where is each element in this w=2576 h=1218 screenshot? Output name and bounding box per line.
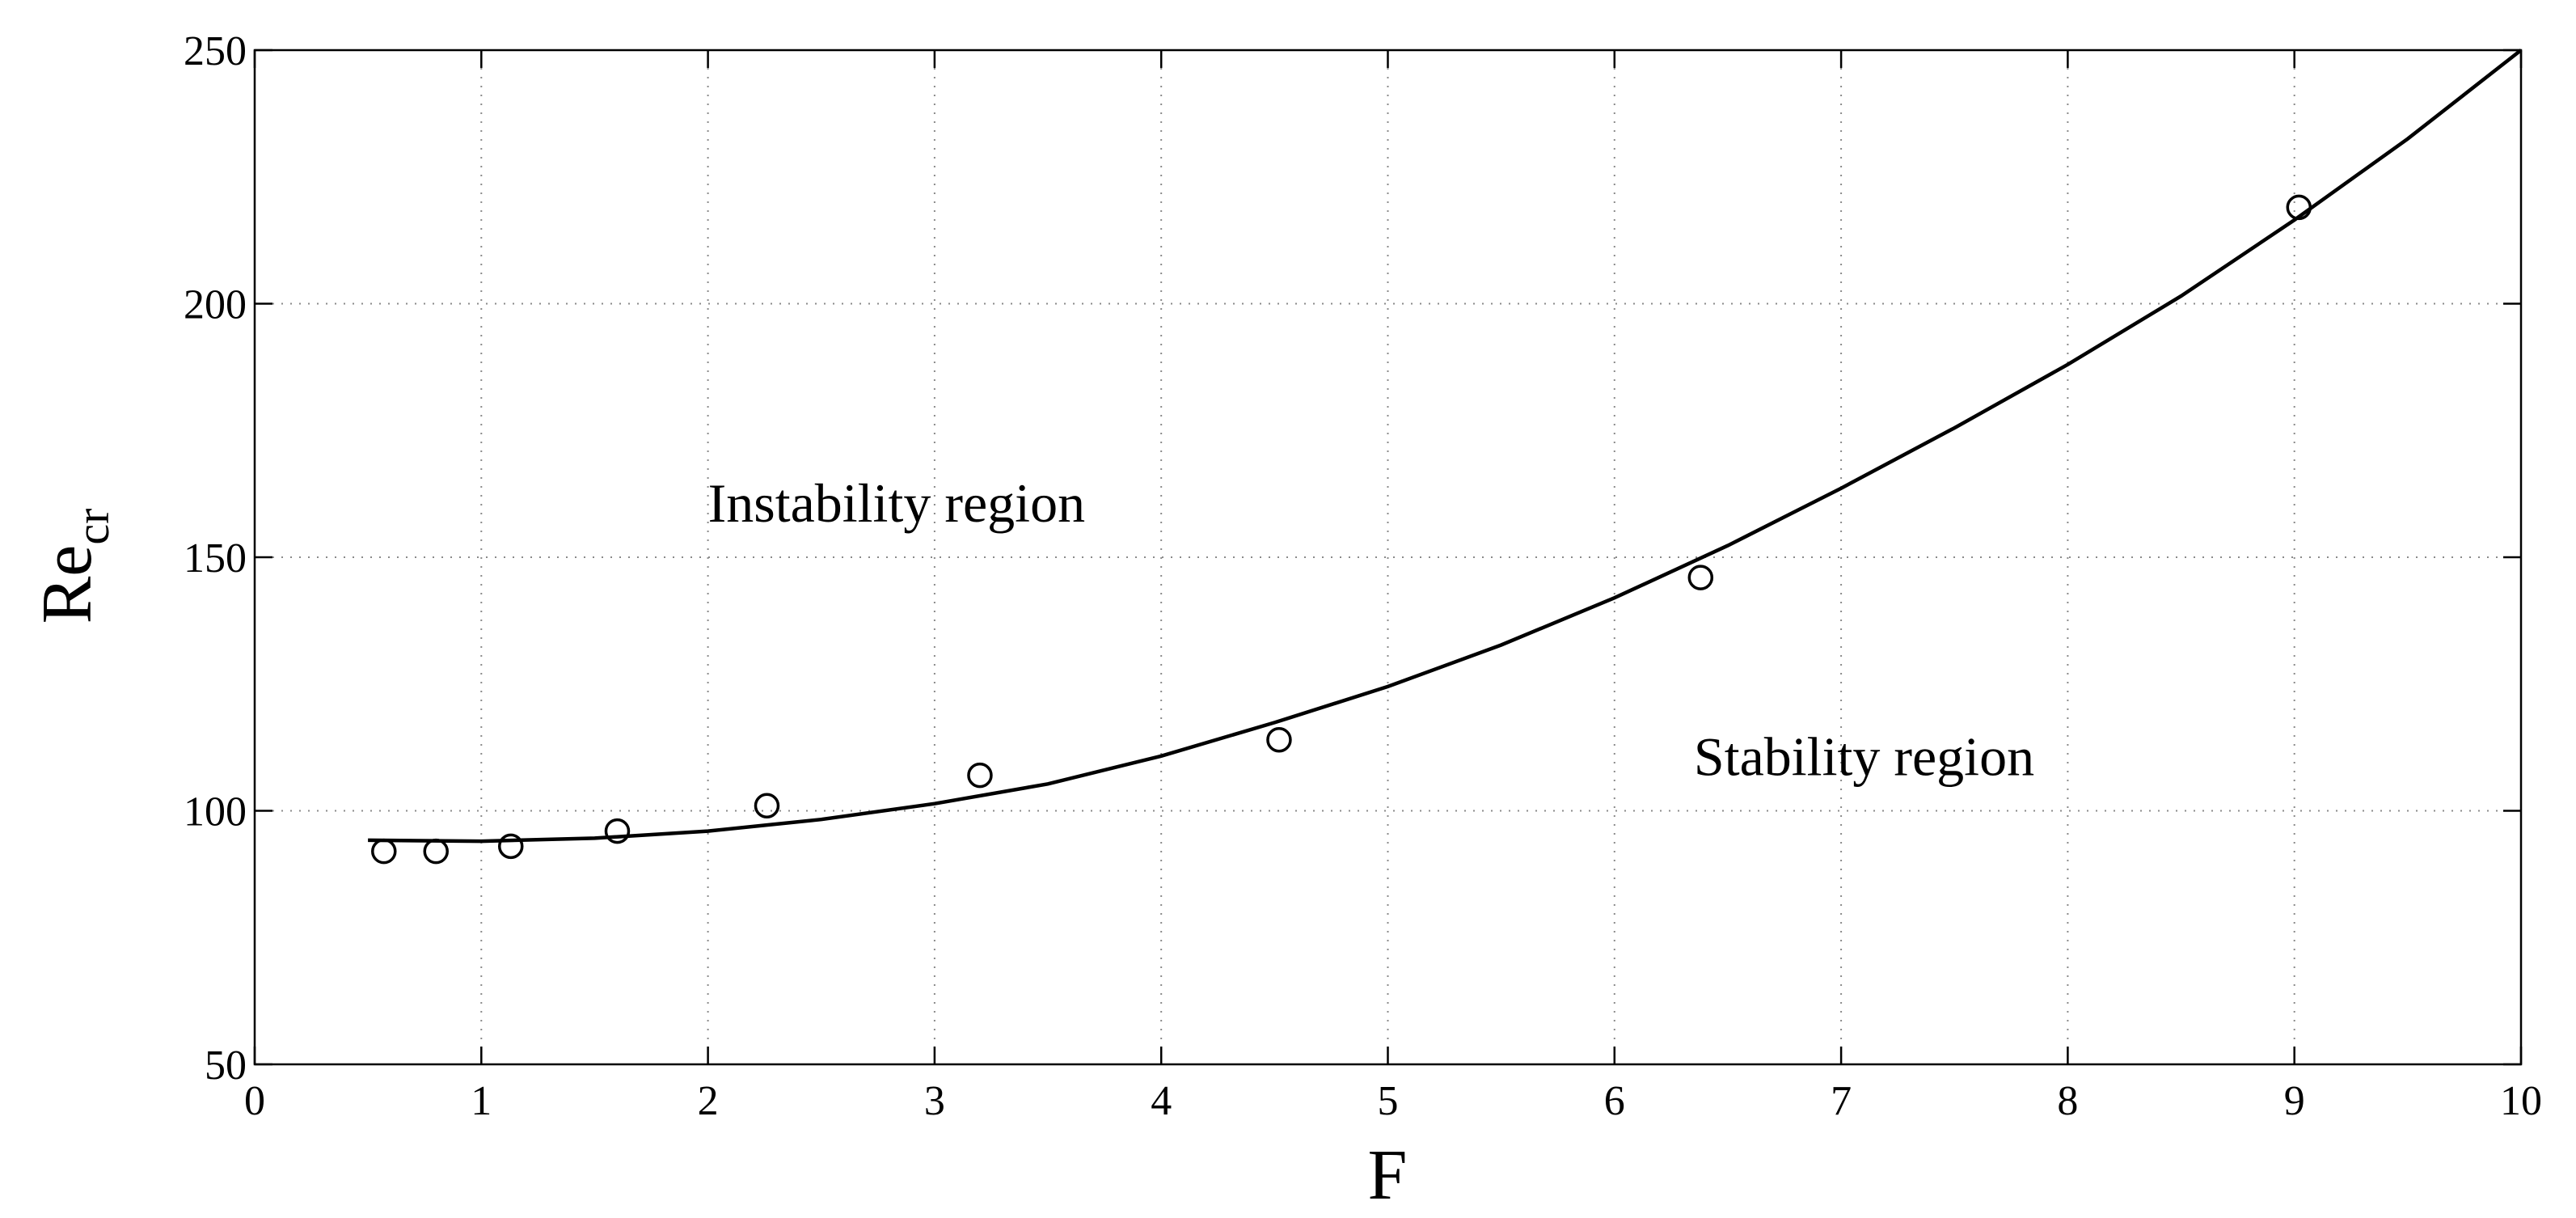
x-tick-label: 5 (1378, 1078, 1399, 1124)
instability-region-label: Instability region (708, 472, 1085, 534)
x-axis-label: F (1368, 1136, 1408, 1215)
x-tick-label: 2 (698, 1078, 719, 1124)
y-tick-label: 100 (184, 789, 247, 835)
x-tick-label: 6 (1604, 1078, 1625, 1124)
y-tick-label: 150 (184, 535, 247, 582)
fit-curve (368, 49, 2523, 844)
x-tick-label: 4 (1151, 1078, 1172, 1124)
tick-labels: 0 1 2 3 4 5 6 7 8 9 10 50 100 150 200 250 (184, 28, 2542, 1124)
y-tick-label: 250 (184, 28, 247, 74)
data-point-marker (1687, 565, 1714, 590)
x-tick-label: 3 (924, 1078, 945, 1124)
x-tick-label: 8 (2057, 1078, 2078, 1124)
y-tick-label: 200 (184, 282, 247, 328)
y-axis-label: Recr (28, 509, 119, 624)
stability-region-label: Stability region (1694, 726, 2034, 788)
data-point-marker (604, 818, 631, 844)
data-point-marker (967, 762, 993, 789)
x-tick-label: 10 (2500, 1078, 2542, 1124)
annotations: Instability region Stability region (708, 472, 2034, 788)
series-layer (368, 49, 2523, 865)
grid (255, 49, 2521, 1064)
y-tick-label: 50 (205, 1042, 247, 1089)
x-tick-label: 9 (2284, 1078, 2305, 1124)
x-tick-label: 0 (244, 1078, 265, 1124)
data-point-marker (497, 833, 524, 860)
x-tick-label: 7 (1831, 1078, 1852, 1124)
data-point-marker (1266, 726, 1292, 753)
y-axis-label-main: Re (28, 545, 107, 624)
x-tick-label: 1 (471, 1078, 492, 1124)
y-axis-label-subscript: cr (66, 509, 119, 545)
data-point-marker (754, 793, 780, 818)
axis-ticks (253, 49, 2523, 1066)
